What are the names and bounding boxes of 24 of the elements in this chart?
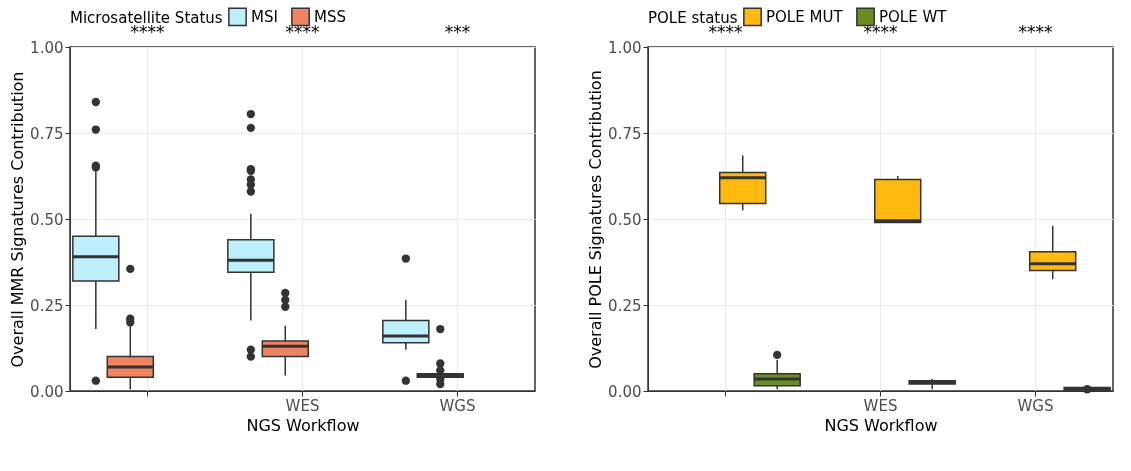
y-tick-label: 0.25 — [608, 296, 642, 315]
legend-label: MSI — [251, 7, 278, 26]
y-tick-label: 0.00 — [30, 382, 64, 401]
x-tick-label: WES — [285, 396, 320, 415]
y-axis-title: Overall POLE Signatures Contribution — [586, 70, 606, 369]
text: **** — [708, 22, 743, 42]
x-axis-title: NGS Workflow — [824, 415, 938, 435]
text: **** — [1018, 22, 1053, 42]
y-tick-label: 0.75 — [608, 124, 642, 143]
y-tick-label: 0.50 — [30, 210, 64, 229]
y-tick-label: 0.75 — [30, 124, 64, 143]
x-tick-label: WGS — [439, 396, 476, 415]
y-tick-label: 0.50 — [608, 210, 642, 229]
y-tick-label: 0.25 — [30, 296, 64, 315]
text: **** — [130, 22, 165, 42]
y-tick-label: 1.00 — [608, 38, 642, 57]
text: *** — [444, 22, 471, 42]
y-tick-label: 1.00 — [30, 38, 64, 57]
x-axis-title: NGS Workflow — [246, 415, 360, 435]
x-tick-label: WGS — [1017, 396, 1054, 415]
legend-label: POLE MUT — [766, 7, 844, 26]
y-axis-title: Overall MMR Signatures Contribution — [8, 71, 28, 368]
y-tick-label: 0.00 — [608, 382, 642, 401]
x-tick-label: WES — [863, 396, 898, 415]
